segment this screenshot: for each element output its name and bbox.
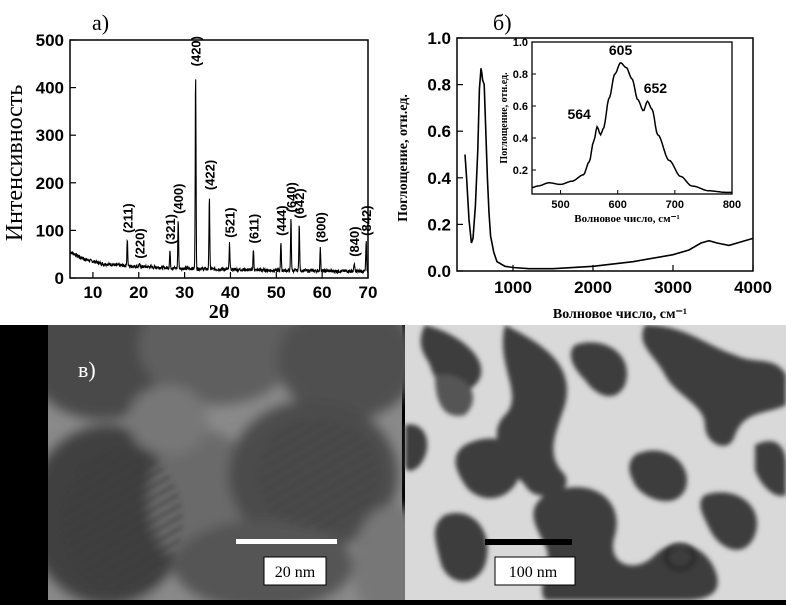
inset-frame [531,41,733,195]
ir-x-tick-label: 4000 [734,278,772,297]
tem-right-image: 100 nm [405,325,786,600]
xrd-x-tick-label: 40 [221,283,240,302]
xrd-peak-label: (420) [189,36,204,66]
ir-spectrum-line [464,68,754,270]
xrd-y-tick-label: 100 [36,221,64,240]
xrd-peak-label: (800) [313,212,328,242]
scale-label-box-left [263,556,327,586]
ir-x-tick-label: 1000 [494,278,532,297]
ir-panel: 0.0 0.2 0.4 0.6 0.8 1.0 1000 2000 3000 4000 Волнов… [395,0,786,325]
scale-label-left: 20 nm [275,564,316,581]
inset-x-tick-label: 600 [609,199,627,211]
xrd-y-tick-label: 300 [36,126,64,145]
xrd-x-tick-label: 70 [359,283,378,302]
inset-x-axis-label: Волновое число, см⁻¹ [574,213,680,225]
panel-c-label: в) [78,357,96,382]
scale-label-box-right [494,556,576,586]
xrd-y-tick-label: 400 [36,79,64,98]
scale-label-right: 100 nm [509,564,558,581]
inset-y-tick-label: 0.4 [513,133,529,145]
ir-y-tick-label: 0.4 [427,169,451,188]
ir-y-axis-label: Поглощение, отн.ед. [396,94,411,222]
inset-x-tick-label: 800 [723,199,741,211]
inset-spectrum-line [531,62,732,194]
inset-peak-label: 564 [567,106,591,122]
inset-y-tick-label: 1.0 [513,37,528,49]
xrd-peak-label: (321) [163,214,178,244]
xrd-x-tick-label: 50 [267,283,286,302]
xrd-peak-label: (842) [359,205,374,235]
xrd-peak-label: (611) [246,214,261,244]
xrd-x-tick-label: 10 [83,283,102,302]
xrd-peak-label: (220) [133,228,148,258]
xrd-y-tick-label: 0 [55,269,64,288]
scale-bar-right [485,539,572,545]
ir-x-tick-label: 3000 [654,278,692,297]
tem-panel: в) 20 nm [23,280,786,605]
xrd-peak-label: (422) [202,160,217,190]
xrd-peak-label: (444) [274,205,289,235]
inset-y-tick-label: 0.8 [513,69,528,81]
panel-b-label: б) [493,10,512,35]
inset-x-tick-label: 700 [666,199,684,211]
xrd-x-tick-label: 30 [175,283,194,302]
ir-y-tick-label: 0.0 [427,262,451,281]
ir-x-axis-label: Волновое число, см⁻¹ [553,307,687,322]
inset-y-tick-label: 0.2 [513,165,528,177]
xrd-x-tick-label: 20 [129,283,148,302]
inset-y-tick-label: 0.6 [513,101,528,113]
xrd-frame [69,39,369,279]
xrd-peak-label: (640) [284,182,299,212]
ir-frame [456,37,754,272]
ir-y-tick-label: 1.0 [427,29,451,48]
xrd-y-tick-label: 200 [36,174,64,193]
xrd-peak-label: (642) [292,188,307,218]
xrd-peak-label: (840) [347,226,362,256]
xrd-y-tick-label: 500 [36,31,64,50]
xrd-pattern-line [69,79,369,275]
ir-x-tick-label: 2000 [574,278,612,297]
inset-peak-label: 652 [644,80,668,96]
xrd-peak-label: (521) [223,207,238,237]
inset-x-tick-label: 500 [551,199,569,211]
xrd-peak-label: (400) [171,184,186,214]
inset-peak-label: 605 [609,42,633,58]
ir-chart: 0.0 0.2 0.4 0.6 0.8 1.0 1000 2000 3000 4000 Волнов… [395,0,786,325]
xrd-panel: 0 100 200 300 400 500 10 20 30 40 50 60 70 2θ (211) (2… [0,0,395,325]
xrd-y-axis-label: Интенсивность [2,85,28,242]
scale-bar-left [236,539,337,544]
inset-y-axis-label: Поглощение, отн.ед. [499,72,510,164]
ir-y-tick-label: 0.8 [427,76,451,95]
ir-y-tick-label: 0.6 [427,122,451,141]
xrd-x-axis-label: 2θ [209,301,229,323]
xrd-x-tick-label: 60 [313,283,332,302]
panel-a-label: а) [92,10,109,35]
tem-left-image: в) 20 nm [23,280,433,605]
tem-images: в) 20 nm [23,280,786,605]
xrd-peak-label: (211) [120,203,135,233]
xrd-chart: 0 100 200 300 400 500 10 20 30 40 50 60 70 2θ (211)(2… [0,0,395,325]
ir-y-tick-label: 0.2 [427,215,451,234]
